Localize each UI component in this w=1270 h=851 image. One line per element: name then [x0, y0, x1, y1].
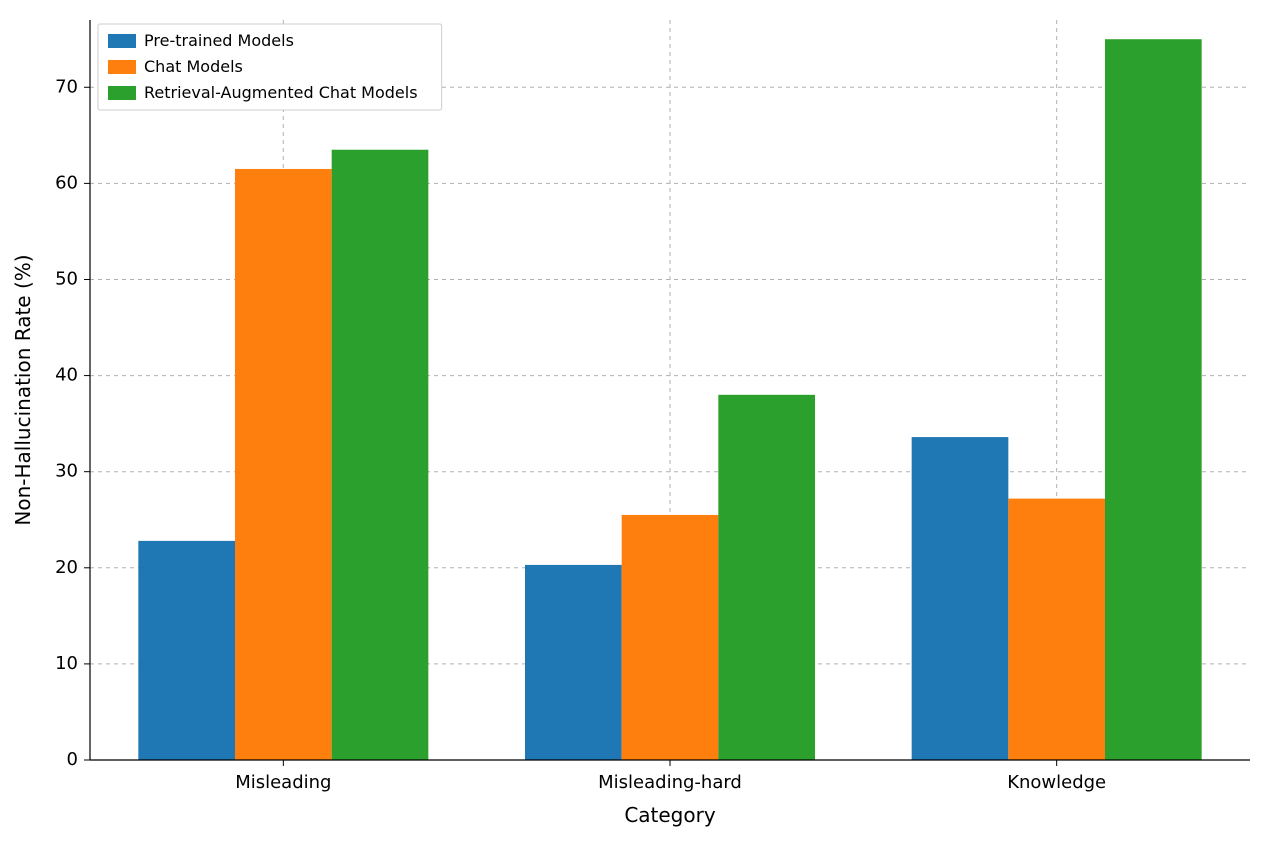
y-tick-label: 30 — [55, 461, 78, 482]
y-tick-label: 20 — [55, 557, 78, 578]
y-tick-label: 10 — [55, 653, 78, 674]
y-tick-label: 60 — [55, 172, 78, 193]
bar — [332, 150, 429, 760]
legend-swatch — [108, 34, 136, 48]
bar — [525, 565, 622, 760]
bar — [1008, 499, 1105, 760]
legend-swatch — [108, 86, 136, 100]
legend-swatch — [108, 60, 136, 74]
legend-label: Pre-trained Models — [144, 31, 294, 50]
x-tick-label: Misleading-hard — [598, 772, 742, 793]
x-axis-label: Category — [624, 803, 716, 827]
bar — [235, 169, 332, 760]
y-axis-label: Non-Hallucination Rate (%) — [11, 254, 35, 525]
bar — [718, 395, 815, 760]
bar — [912, 437, 1009, 760]
x-tick-label: Misleading — [235, 772, 331, 793]
y-tick-label: 70 — [55, 76, 78, 97]
y-tick-label: 0 — [67, 749, 78, 770]
y-tick-label: 50 — [55, 268, 78, 289]
chart-container: 0 10 20 30 40 50 60 70 Misleading Misleading-hard… — [0, 0, 1270, 851]
y-tick-label: 40 — [55, 365, 78, 386]
x-tick-label: Knowledge — [1007, 772, 1106, 793]
bar — [1105, 39, 1202, 760]
legend: Pre-trained Models Chat Models Retrieval-A… — [98, 24, 442, 110]
bar — [138, 541, 235, 760]
legend-label: Retrieval-Augmented Chat Models — [144, 83, 418, 102]
grouped-bar-chart: 0 10 20 30 40 50 60 70 Misleading Misleading-hard… — [0, 0, 1270, 851]
bar — [622, 515, 719, 760]
legend-label: Chat Models — [144, 57, 243, 76]
